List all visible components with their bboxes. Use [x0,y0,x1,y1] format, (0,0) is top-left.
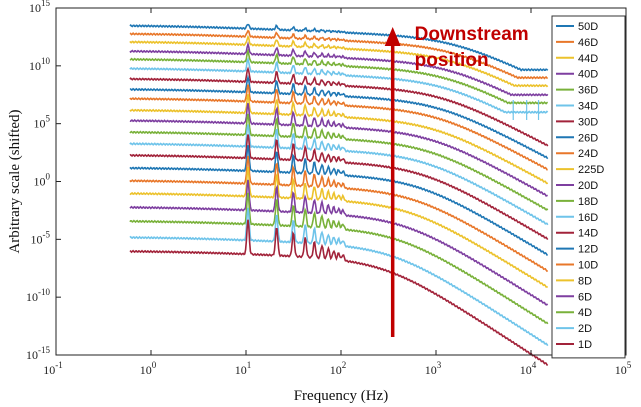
legend-item: 10D [556,260,598,272]
legend-label: 16D [578,212,598,224]
x-tick-label: 101 [235,360,252,377]
legend-item: 24D [556,148,598,160]
legend-item: 20D [556,180,598,192]
legend-label: 34D [578,101,598,113]
x-tick-label: 10-1 [43,360,63,377]
legend-label: 36D [578,85,598,97]
series-line-40D [129,41,549,97]
legend-label: 46D [578,37,598,49]
x-tick-label: 104 [520,360,537,377]
legend-item: 1D [556,339,592,351]
legend-label: 50D [578,21,598,33]
series-line-44D [129,34,549,88]
y-tick-label: 10-10 [26,287,50,304]
legend-item: 8D [556,275,592,287]
legend-item: 36D [556,85,598,97]
axis-tick-labels: 10-1 100 101 102 103 104 105 10-15 10-10 10-5 100 1… [26,0,632,377]
series-line-50D [129,23,549,72]
legend-item: 16D [556,212,598,224]
series-line-36D [129,48,549,105]
legend-item: 18D [556,196,598,208]
legend-label: 20D [578,180,598,192]
series-line-2D [129,207,549,347]
series-line-16D [129,124,549,226]
legend-label: 30D [578,116,598,128]
series-line-225D [129,94,549,185]
annotation-line-1: Downstream [415,24,529,45]
legend-item: 225D [556,164,604,176]
y-tick-label: 105 [34,114,51,131]
legend-item: 50D [556,21,598,33]
series-line-46D [129,29,548,80]
annotation-line-2: position [415,50,489,71]
plot-lines [129,23,549,367]
legend-label: 24D [578,148,598,160]
series-line-8D [129,166,549,288]
legend-items: 50D 46D 44D 40D 36D 34D 30D 26D 24D 225D 20D 18D 16D… [556,21,604,351]
legend-label: 2D [578,323,592,335]
series-line-4D [129,192,549,325]
legend-item: 44D [556,53,598,65]
series-line-24D [129,84,548,171]
legend-item: 6D [556,291,592,303]
legend-item: 14D [556,228,598,240]
legend-label: 8D [578,275,592,287]
legend-label: 12D [578,244,598,256]
legend-label: 225D [578,164,604,176]
y-axis-title: Arbitrary scale (shifted) [7,109,23,253]
x-tick-label: 102 [330,360,347,377]
x-tick-label: 103 [425,360,442,377]
series-line-14D [129,134,549,241]
series-line-10D [129,155,549,273]
x-axis-title: Frequency (Hz) [294,388,389,404]
legend-item: 2D [556,323,592,335]
y-tick-label: 100 [34,172,51,189]
y-tick-label: 1015 [29,0,51,15]
legend-label: 1D [578,339,592,351]
legend-item: 30D [556,116,598,128]
legend-item: 4D [556,307,592,319]
legend-label: 18D [578,196,598,208]
series-line-18D [129,113,549,211]
legend-label: 10D [578,260,598,272]
legend-label: 4D [578,307,592,319]
legend-label: 14D [578,228,598,240]
series-line-20D [129,103,548,197]
legend-label: 44D [578,53,598,65]
arrow-head-icon [384,27,401,46]
y-tick-label: 10-15 [26,345,50,362]
legend-label: 26D [578,132,598,144]
legend-label: 6D [578,291,592,303]
y-tick-label: 10-5 [31,229,51,246]
legend-label: 40D [578,69,598,81]
legend-item: 40D [556,69,598,81]
legend: 50D 46D 44D 40D 36D 34D 30D 26D 24D 225D 20D 18D 16D… [551,15,626,359]
series-line-6D [129,179,549,306]
downstream-annotation: Downstream position [384,24,529,337]
y-tick-label: 1010 [29,56,51,73]
x-tick-label: 105 [615,360,632,377]
x-tick-label: 100 [140,360,157,377]
legend-item: 34D [556,101,598,113]
series-line-12D [129,145,548,256]
series-line-30D [129,66,549,147]
series-line-26D [129,74,549,160]
legend-item: 46D [556,37,598,49]
series-line-34D [129,57,549,115]
series-line-1D [129,219,549,367]
legend-item: 12D [556,244,598,256]
legend-item: 26D [556,132,598,144]
